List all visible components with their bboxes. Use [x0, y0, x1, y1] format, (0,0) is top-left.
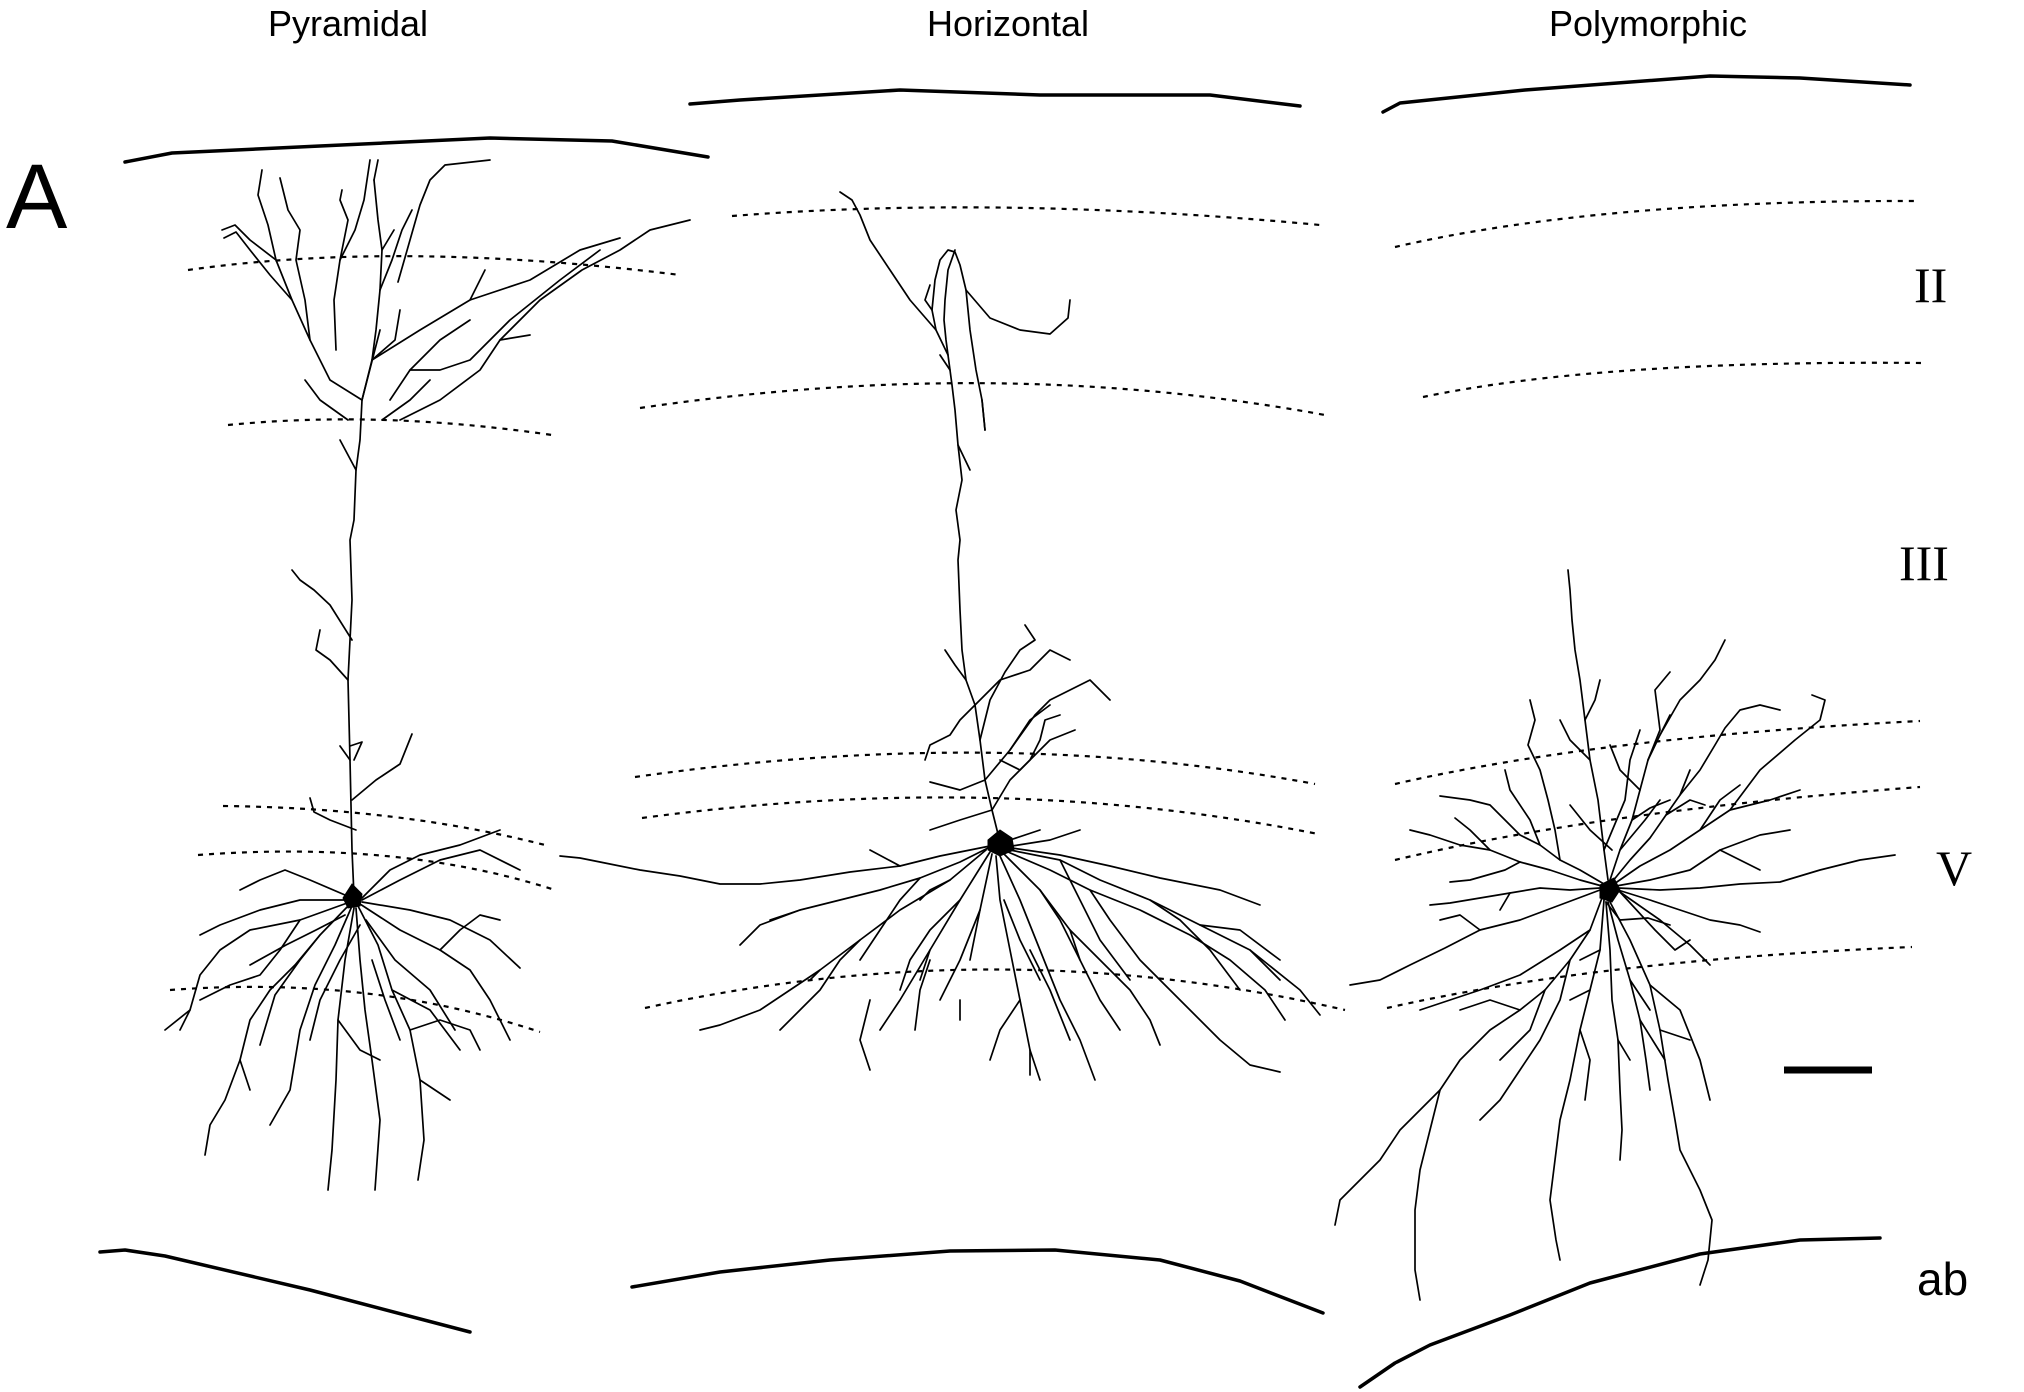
column-title-pyramidal: Pyramidal [268, 3, 428, 44]
layer-boundary-line [1386, 945, 1913, 1010]
layer-boundary-line [169, 985, 541, 1034]
layer-boundary-line [227, 418, 553, 437]
alveus-boundary [630, 1248, 1325, 1315]
horizontal-column [559, 88, 1346, 1315]
pyramidal-column [98, 136, 710, 1334]
pyramidal-neuron [164, 159, 691, 1191]
alveus-boundary [98, 1248, 472, 1334]
layer-label-ii: II [1914, 257, 1947, 313]
layer-boundary-line [731, 206, 1321, 227]
layer-boundary-line [1394, 719, 1921, 786]
panel-label: A [6, 146, 68, 248]
horizontal-neuron [559, 191, 1321, 1081]
layer-boundary-line [639, 382, 1326, 417]
layer-label-ab: ab [1917, 1253, 1968, 1305]
polymorphic-column [1334, 74, 1923, 1389]
pia-boundary [123, 136, 710, 164]
pia-boundary [1381, 74, 1912, 114]
layer-boundary-line [222, 804, 546, 847]
layer-boundary-line [641, 796, 1319, 836]
layer-boundary-line [644, 968, 1346, 1012]
polymorphic-neuron [1334, 569, 1896, 1301]
layer-boundary-line [1394, 199, 1919, 249]
column-title-horizontal: Horizontal [927, 3, 1089, 44]
layer-boundary-line [197, 850, 556, 892]
column-title-polymorphic: Polymorphic [1549, 3, 1747, 44]
layer-boundary-line [1394, 785, 1921, 862]
layer-label-v: V [1936, 840, 1972, 896]
alveus-boundary [1358, 1236, 1882, 1389]
layer-boundary-line [1422, 361, 1923, 399]
layer-boundary-line [634, 751, 1316, 786]
pia-boundary [688, 88, 1302, 108]
pyramidal-soma [342, 883, 363, 909]
layer-label-iii: III [1899, 535, 1949, 591]
